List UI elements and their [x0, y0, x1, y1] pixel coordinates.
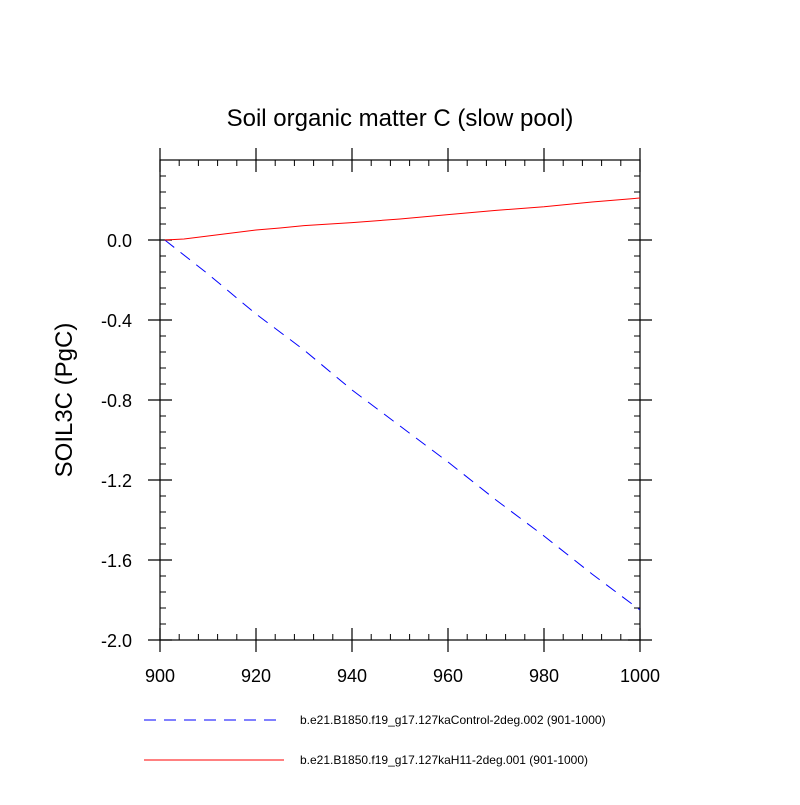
x-tick-label: 980: [529, 666, 559, 686]
y-tick-label: -1.6: [101, 551, 132, 571]
series-line-1: [164, 239, 641, 611]
y-tick-label: -1.2: [101, 471, 132, 491]
y-tick-label: 0.0: [107, 231, 132, 251]
legend: b.e21.B1850.f19_g17.127kaControl-2deg.00…: [144, 713, 606, 767]
legend-label-2: b.e21.B1850.f19_g17.127kaH11-2deg.001 (9…: [300, 753, 588, 767]
x-tick-label: 1000: [620, 666, 660, 686]
chart-title: Soil organic matter C (slow pool): [227, 105, 574, 132]
x-tick-label: 960: [433, 666, 463, 686]
y-axis-label: SOIL3C (PgC): [51, 323, 78, 478]
series-line-2: [164, 197, 641, 241]
plot-frame: [159, 159, 641, 641]
y-tick-label: -2.0: [101, 631, 132, 651]
x-tick-label: 940: [337, 666, 367, 686]
x-tick-label: 900: [145, 666, 175, 686]
y-tick-label: -0.4: [101, 311, 132, 331]
plot-area: 0.0 -0.4 -0.8 -1.2 -1.6 -2.0 900 920 940 960 980 10…: [101, 148, 660, 686]
legend-label-1: b.e21.B1850.f19_g17.127kaControl-2deg.00…: [300, 713, 606, 727]
y-tick-label: -0.8: [101, 391, 132, 411]
x-tick-label: 920: [241, 666, 271, 686]
